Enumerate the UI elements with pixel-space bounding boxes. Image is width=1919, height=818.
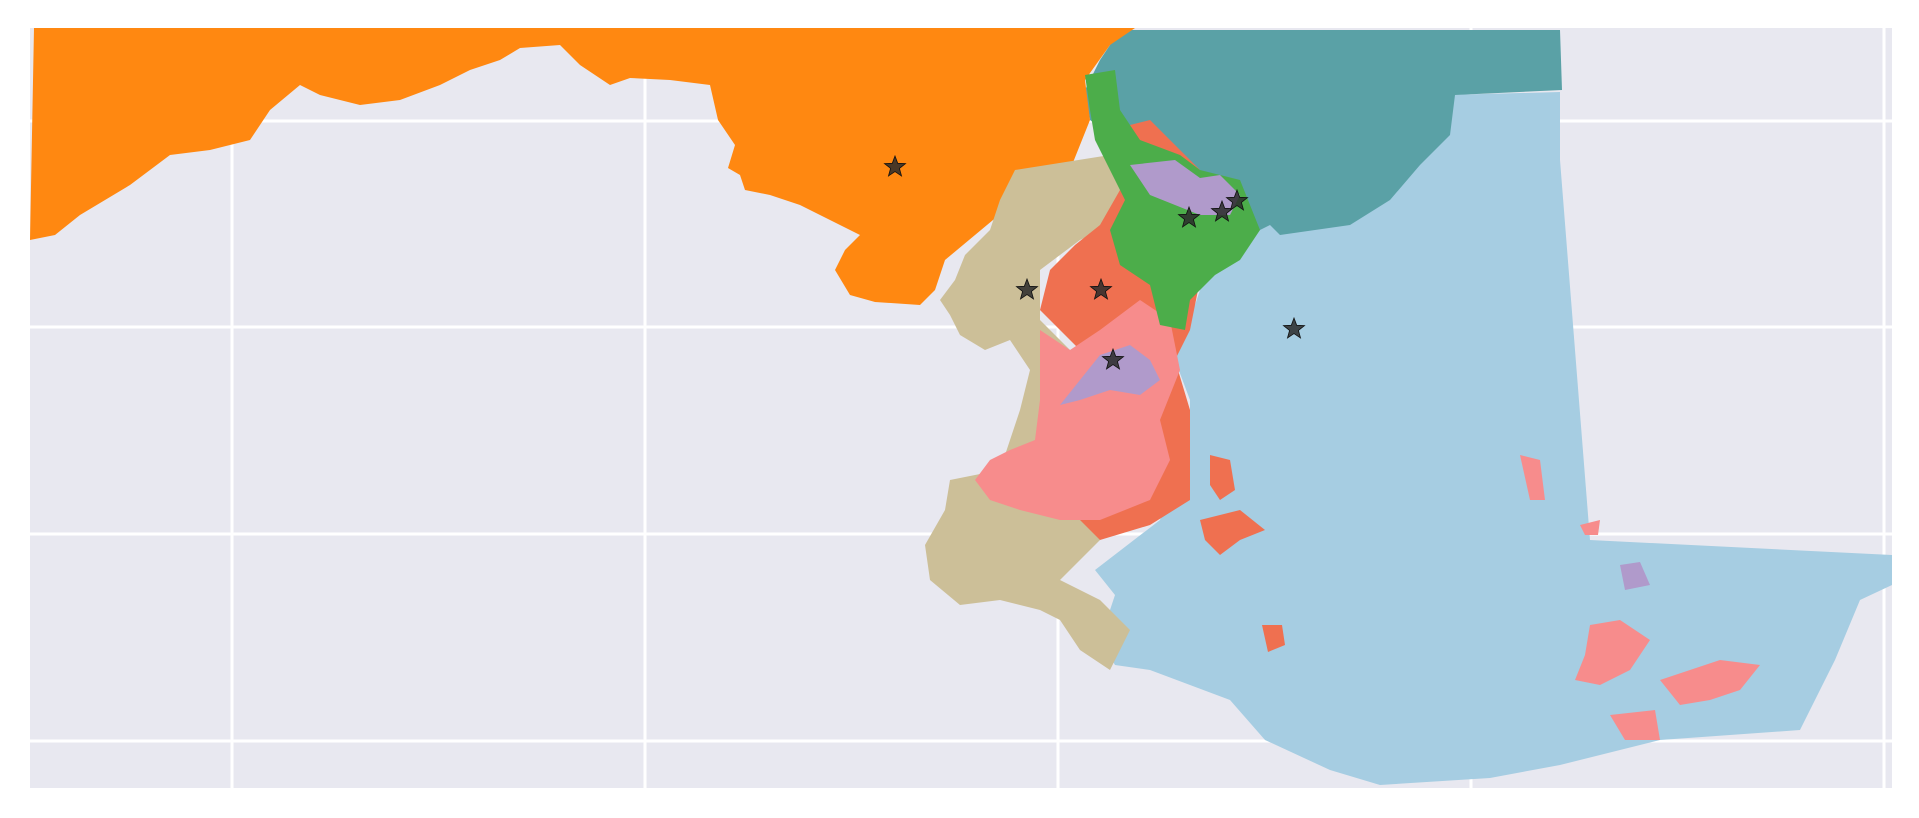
star-icon[interactable] bbox=[1089, 277, 1113, 300]
district-east-shore[interactable] bbox=[1095, 92, 1892, 785]
district-outlier-orange[interactable] bbox=[1262, 625, 1285, 652]
district-outlier-orange[interactable] bbox=[1210, 455, 1235, 500]
districts bbox=[30, 28, 1892, 785]
star-icon[interactable] bbox=[1282, 316, 1306, 339]
district-outlier-pink[interactable] bbox=[1575, 620, 1650, 685]
star-icon[interactable] bbox=[883, 154, 907, 177]
district-central-wedge[interactable] bbox=[1040, 335, 1090, 415]
star-icon[interactable] bbox=[1225, 188, 1249, 211]
district-south[interactable] bbox=[925, 155, 1150, 670]
star-icon[interactable] bbox=[1177, 205, 1201, 228]
district-outlier-orange[interactable] bbox=[1200, 510, 1265, 555]
district-outlier-pink[interactable] bbox=[1580, 520, 1600, 535]
star-icon[interactable] bbox=[1015, 277, 1039, 300]
star-icon[interactable] bbox=[1210, 199, 1234, 222]
district-outlier-pink[interactable] bbox=[1520, 455, 1545, 500]
district-purple-central[interactable] bbox=[1060, 345, 1160, 405]
district-purple-east[interactable] bbox=[1620, 562, 1650, 590]
markers bbox=[883, 154, 1306, 370]
district-purple-north[interactable] bbox=[1130, 160, 1240, 215]
district-outlier-pink[interactable] bbox=[1660, 660, 1760, 705]
district-outlier-pink[interactable] bbox=[1610, 710, 1660, 740]
district-west[interactable] bbox=[30, 28, 1135, 305]
star-icon[interactable] bbox=[1101, 347, 1125, 370]
